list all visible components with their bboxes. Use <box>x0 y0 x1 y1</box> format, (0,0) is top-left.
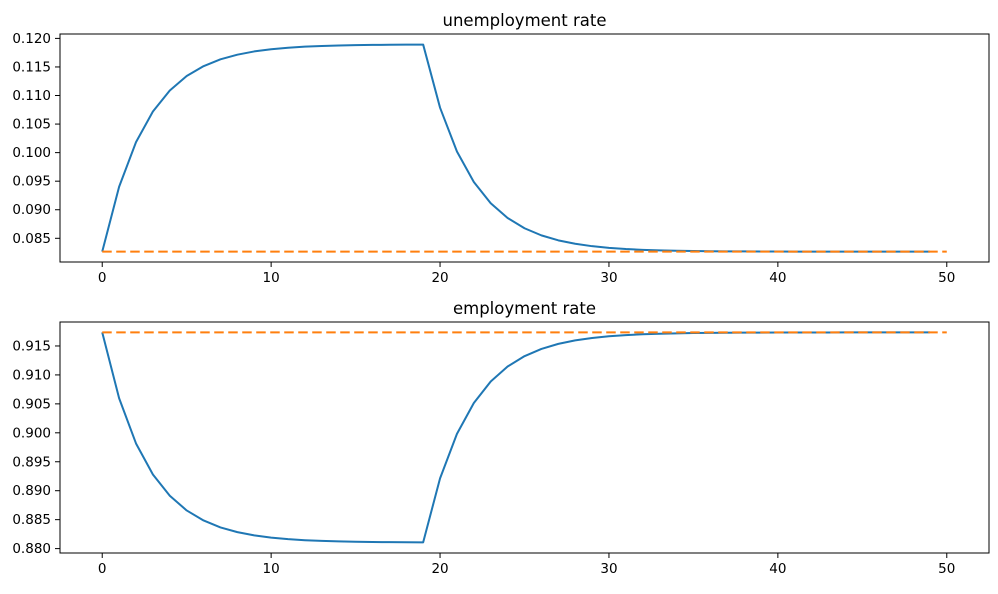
y-tick-label: 0.095 <box>12 174 51 190</box>
y-tick-label: 0.915 <box>12 338 51 354</box>
y-tick-label: 0.895 <box>12 454 51 470</box>
y-tick-label: 0.890 <box>12 483 51 499</box>
employment-rate-panel: 0 10 20 30 40 50 0.880 0.885 0.890 0.895 0.900 0.90… <box>12 299 990 577</box>
chart-title: employment rate <box>453 299 596 318</box>
chart-title: unemployment rate <box>443 11 607 30</box>
employment-path-line <box>101 331 930 544</box>
y-tick-label: 0.115 <box>12 59 51 75</box>
y-tick-label: 0.885 <box>12 512 51 528</box>
axes-frame <box>59 33 990 263</box>
x-tick-label: 0 <box>98 270 107 286</box>
y-tick-label: 0.090 <box>12 202 51 218</box>
y-tick-label: 0.100 <box>12 145 51 161</box>
x-tick-label: 10 <box>263 561 280 577</box>
x-tick-label: 40 <box>769 270 786 286</box>
x-tick-label: 30 <box>600 561 617 577</box>
x-tick-label: 50 <box>938 561 955 577</box>
axes-frame <box>59 321 990 554</box>
y-tick-label: 0.880 <box>12 541 51 557</box>
unemployment-path-line <box>101 43 930 253</box>
x-tick-label: 20 <box>431 561 448 577</box>
y-tick-label: 0.905 <box>12 396 51 412</box>
x-tick-label: 10 <box>263 270 280 286</box>
x-tick-label: 50 <box>938 270 955 286</box>
y-tick-label: 0.105 <box>12 117 51 133</box>
y-tick-label: 0.085 <box>12 231 51 247</box>
unemployment-rate-panel: 0 10 20 30 40 50 0.085 0.090 0.095 0.100 0.105 0.11… <box>12 11 990 286</box>
x-tick-label: 40 <box>769 561 786 577</box>
x-tick-label: 30 <box>600 270 617 286</box>
x-tick-label: 20 <box>431 270 448 286</box>
y-tick-label: 0.900 <box>12 425 51 441</box>
y-tick-label: 0.110 <box>12 88 51 104</box>
x-tick-label: 0 <box>98 561 107 577</box>
y-tick-label: 0.910 <box>12 367 51 383</box>
y-tick-label: 0.120 <box>12 31 51 47</box>
